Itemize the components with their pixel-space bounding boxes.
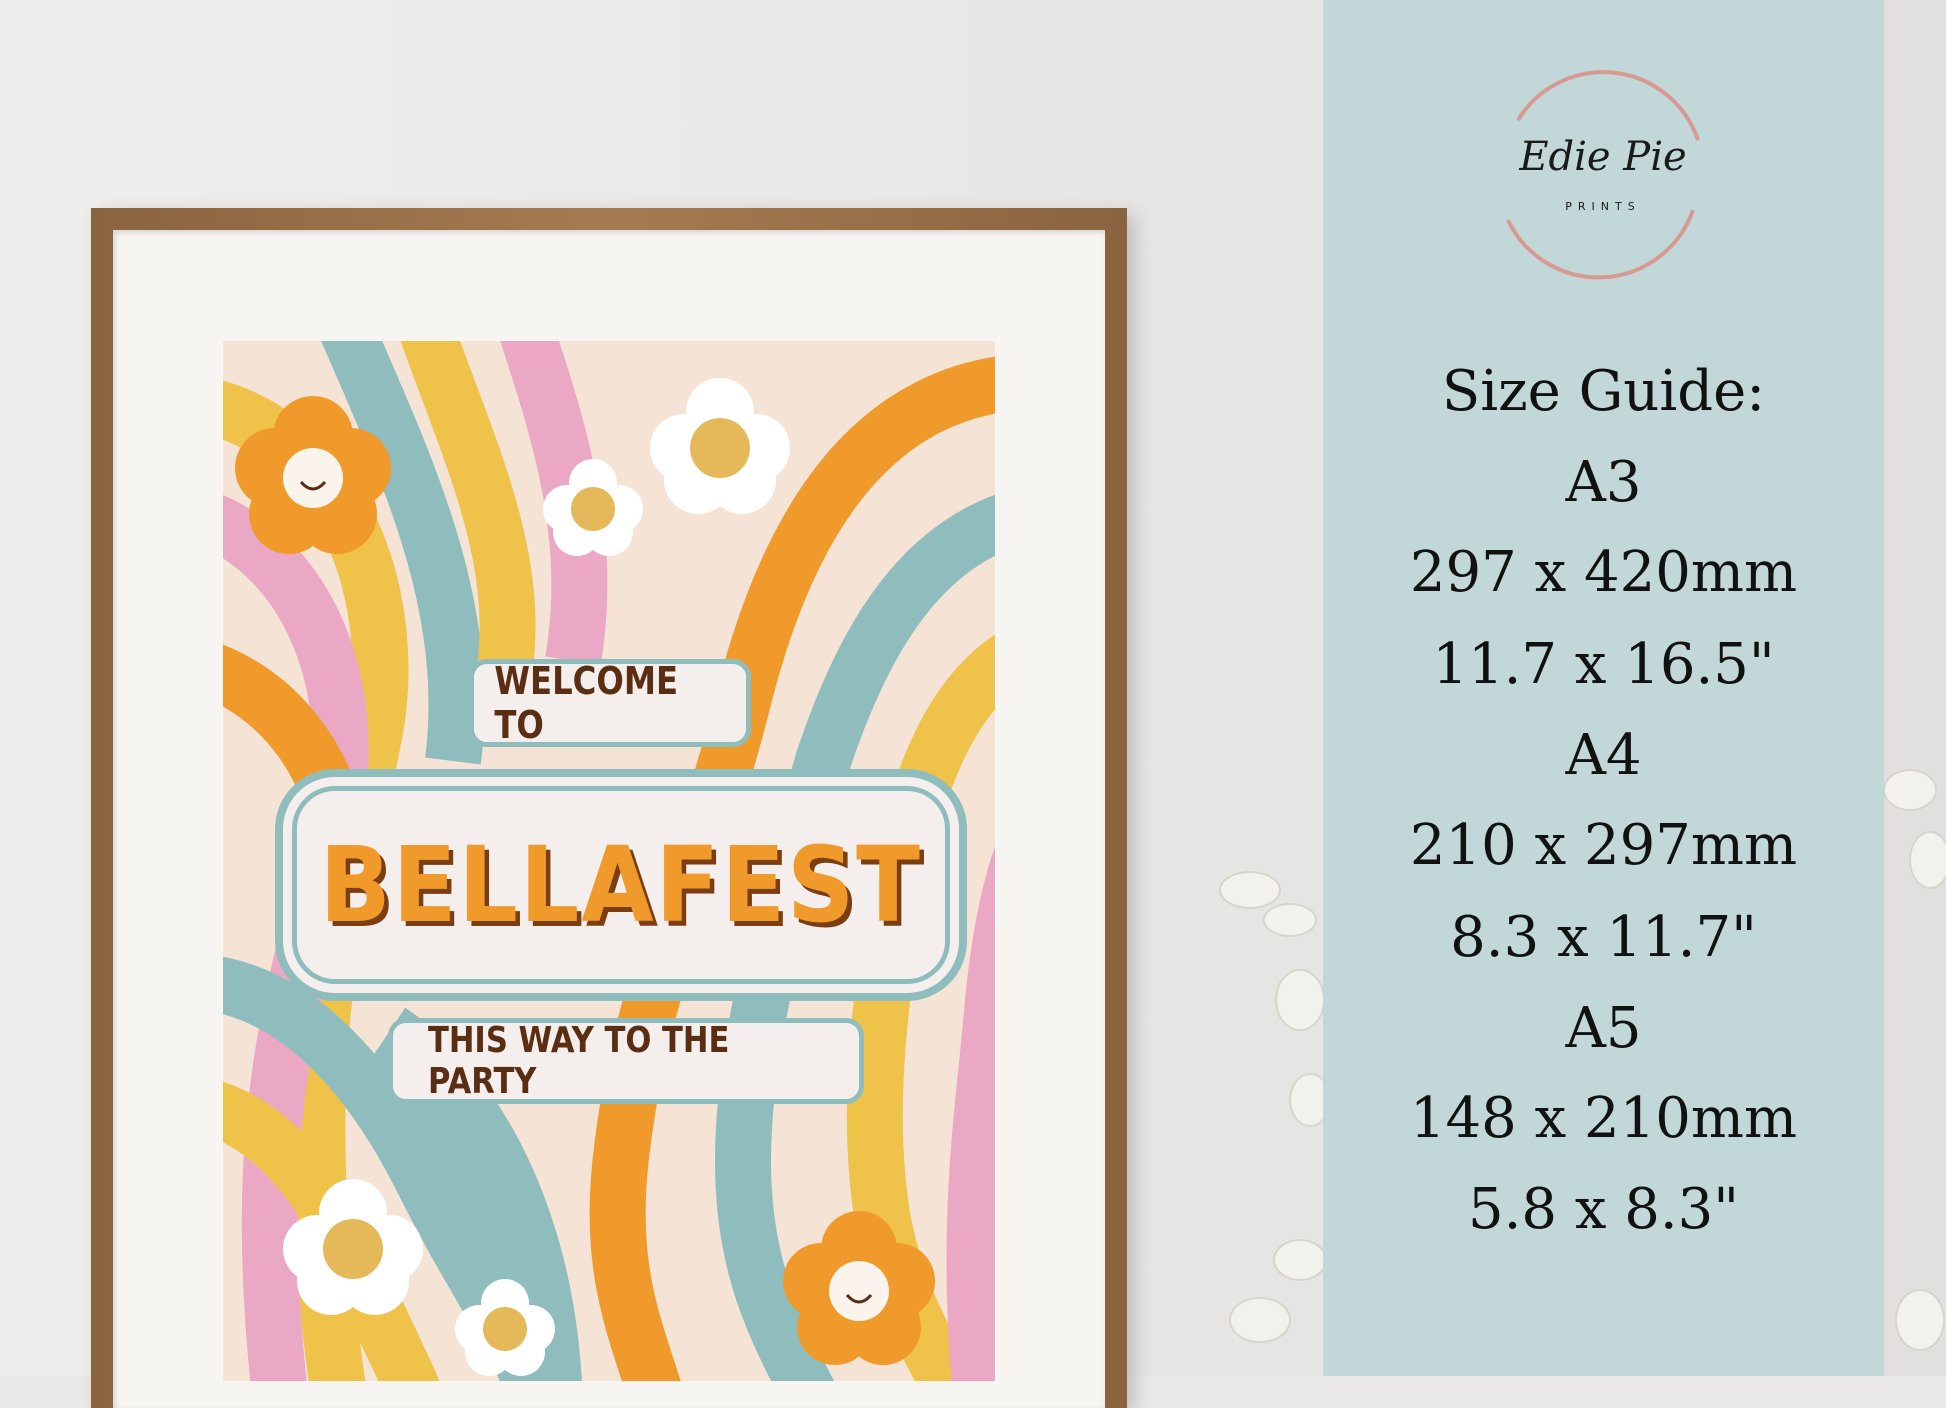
poster: WELCOME TO BELLAFEST THIS WAY TO THE PAR…	[223, 341, 995, 1381]
smiling-flower-icon	[783, 1211, 935, 1365]
smiling-flower-icon	[235, 396, 391, 554]
welcome-text: WELCOME TO	[494, 659, 679, 747]
daisy-icon	[650, 378, 790, 514]
logo-tagline-text: PRINTS	[1565, 200, 1640, 213]
size-guide-heading: Size Guide:	[1441, 359, 1766, 424]
size-guide-panel: Edie Pie PRINTS Size Guide: A3 297 x 420…	[1323, 0, 1884, 1376]
title-sign: BELLAFEST	[275, 769, 967, 1001]
poster-flowers	[235, 378, 935, 1376]
size-mm-a4: 210 x 297mm	[1409, 813, 1798, 878]
welcome-sign: WELCOME TO	[469, 659, 751, 747]
size-mm-a3: 297 x 420mm	[1409, 540, 1798, 605]
edie-pie-prints-logo: Edie Pie PRINTS	[1506, 70, 1700, 280]
small-daisy-icon	[543, 459, 643, 556]
size-inches-a3: 11.7 x 16.5"	[1432, 632, 1775, 697]
size-name-a4: A4	[1565, 723, 1642, 788]
size-name-a3: A3	[1565, 450, 1642, 515]
size-mm-a5: 148 x 210mm	[1409, 1086, 1798, 1151]
size-inches-a5: 5.8 x 8.3"	[1467, 1177, 1740, 1242]
size-name-a5: A5	[1565, 996, 1642, 1061]
dried-flowers-decoration	[1219, 769, 1946, 1351]
logo-script-text: Edie Pie	[1518, 134, 1686, 180]
small-daisy-icon	[455, 1279, 555, 1376]
daisy-icon	[283, 1179, 423, 1315]
size-inches-a4: 8.3 x 11.7"	[1450, 905, 1757, 970]
poster-subtitle: THIS WAY TO THE PARTY	[427, 1020, 730, 1102]
subtitle-sign: THIS WAY TO THE PARTY	[388, 1018, 864, 1104]
poster-title: BELLAFEST	[319, 824, 923, 946]
